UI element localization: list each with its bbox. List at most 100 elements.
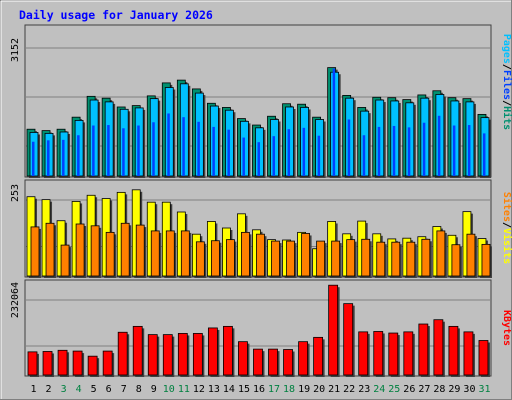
x-tick-label: 21 [328, 384, 340, 395]
bar-files-29 [452, 125, 456, 176]
x-tick-label: 9 [151, 384, 157, 395]
legend-hits-panel: Pages/Files/Hits [501, 34, 512, 130]
bar-files-24 [377, 126, 381, 176]
bar-sites-19 [301, 233, 310, 277]
legend-kbytes-panel: KBytes [501, 310, 512, 346]
x-tick-label: 19 [298, 384, 310, 395]
bar-files-28 [437, 115, 441, 176]
bar-files-5 [92, 125, 95, 176]
bar-sites-11 [180, 230, 190, 277]
bar-kbytes-23 [358, 331, 369, 376]
bar-files-2 [47, 140, 50, 176]
bar-files-30 [467, 125, 471, 176]
bar-sites-30 [466, 233, 476, 277]
bar-files-11 [182, 117, 185, 176]
bar-sites-28 [436, 230, 446, 277]
bar-sites-21 [331, 240, 341, 277]
x-tick-label: 28 [433, 384, 445, 395]
bar-kbytes-19 [298, 341, 308, 376]
bar-sites-29 [451, 244, 461, 277]
bar-files-7 [122, 128, 125, 176]
bar-kbytes-21 [328, 284, 339, 376]
legend-sep-3: / [501, 222, 512, 228]
bar-kbytes-4 [72, 350, 83, 376]
x-tick-label: 31 [478, 384, 490, 395]
x-tick-label: 3 [61, 384, 67, 395]
bar-sites-23 [361, 238, 371, 277]
bar-files-3 [62, 139, 65, 176]
bar-kbytes-11 [177, 333, 188, 376]
bar-kbytes-17 [268, 348, 278, 376]
bar-kbytes-20 [313, 336, 324, 376]
bar-kbytes-5 [87, 355, 98, 376]
bar-kbytes-27 [418, 323, 429, 376]
bar-sites-16 [256, 233, 265, 277]
x-tick-label: 22 [343, 384, 355, 395]
bar-sites-17 [271, 240, 280, 277]
y-max-kbytes: 232064 [10, 282, 21, 318]
legend-sep-2: / [501, 100, 512, 106]
x-tick-label: 23 [358, 384, 370, 395]
bar-kbytes-28 [433, 319, 444, 376]
legend-pages: Pages [501, 34, 512, 64]
x-tick-label: 13 [208, 384, 220, 395]
x-tick-label: 25 [388, 384, 400, 395]
bar-kbytes-18 [283, 349, 293, 376]
bar-files-19 [302, 127, 306, 176]
x-tick-label: 8 [136, 384, 142, 395]
x-tick-label: 12 [193, 384, 205, 395]
bar-kbytes-29 [448, 325, 459, 376]
bar-kbytes-16 [253, 348, 263, 376]
bar-sites-6 [105, 231, 115, 277]
bar-kbytes-25 [388, 332, 399, 376]
x-tick-label: 2 [46, 384, 52, 395]
bar-kbytes-9 [147, 334, 158, 376]
legend-sites: Sites [501, 192, 512, 222]
bar-sites-14 [226, 239, 235, 277]
bar-files-9 [152, 122, 155, 176]
bar-kbytes-31 [478, 340, 489, 376]
bar-sites-7 [120, 222, 130, 277]
x-tick-label: 7 [121, 384, 127, 395]
bar-sites-2 [45, 222, 55, 277]
x-tick-label: 29 [448, 384, 460, 395]
bar-files-10 [167, 113, 170, 176]
x-tick-label: 5 [91, 384, 97, 395]
bar-files-31 [482, 133, 486, 176]
x-tick-label: 14 [223, 384, 235, 395]
bar-sites-24 [376, 241, 386, 277]
bar-kbytes-30 [463, 331, 474, 376]
x-tick-label: 30 [463, 384, 475, 395]
bar-kbytes-22 [343, 303, 354, 376]
x-tick-label: 4 [76, 384, 82, 395]
bar-sites-22 [346, 239, 356, 277]
bars-layer [26, 67, 492, 377]
y-max-hits: 3152 [10, 38, 21, 62]
x-tick-label: 18 [283, 384, 295, 395]
bar-kbytes-2 [42, 351, 53, 376]
legend-visits: Visits [501, 228, 512, 264]
bar-sites-27 [421, 238, 431, 277]
bar-kbytes-26 [403, 331, 414, 376]
bar-sites-10 [165, 230, 175, 277]
x-tick-label: 16 [253, 384, 265, 395]
x-tick-label: 26 [403, 384, 415, 395]
bar-sites-25 [391, 241, 401, 277]
bar-sites-8 [135, 224, 145, 277]
bar-sites-5 [90, 225, 100, 277]
x-tick-label: 10 [163, 384, 175, 395]
bar-files-21 [332, 68, 336, 176]
bar-files-25 [392, 125, 396, 176]
bar-sites-4 [75, 223, 85, 277]
bar-sites-1 [30, 226, 40, 277]
bar-files-27 [422, 122, 426, 176]
bar-files-13 [212, 126, 215, 176]
bar-kbytes-13 [207, 327, 218, 376]
bar-files-8 [137, 125, 140, 176]
bar-sites-3 [60, 244, 70, 277]
bar-kbytes-8 [132, 325, 143, 376]
bar-kbytes-10 [162, 334, 173, 376]
bar-kbytes-1 [27, 351, 38, 376]
x-tick-label: 15 [238, 384, 250, 395]
x-tick-label: 6 [106, 384, 112, 395]
